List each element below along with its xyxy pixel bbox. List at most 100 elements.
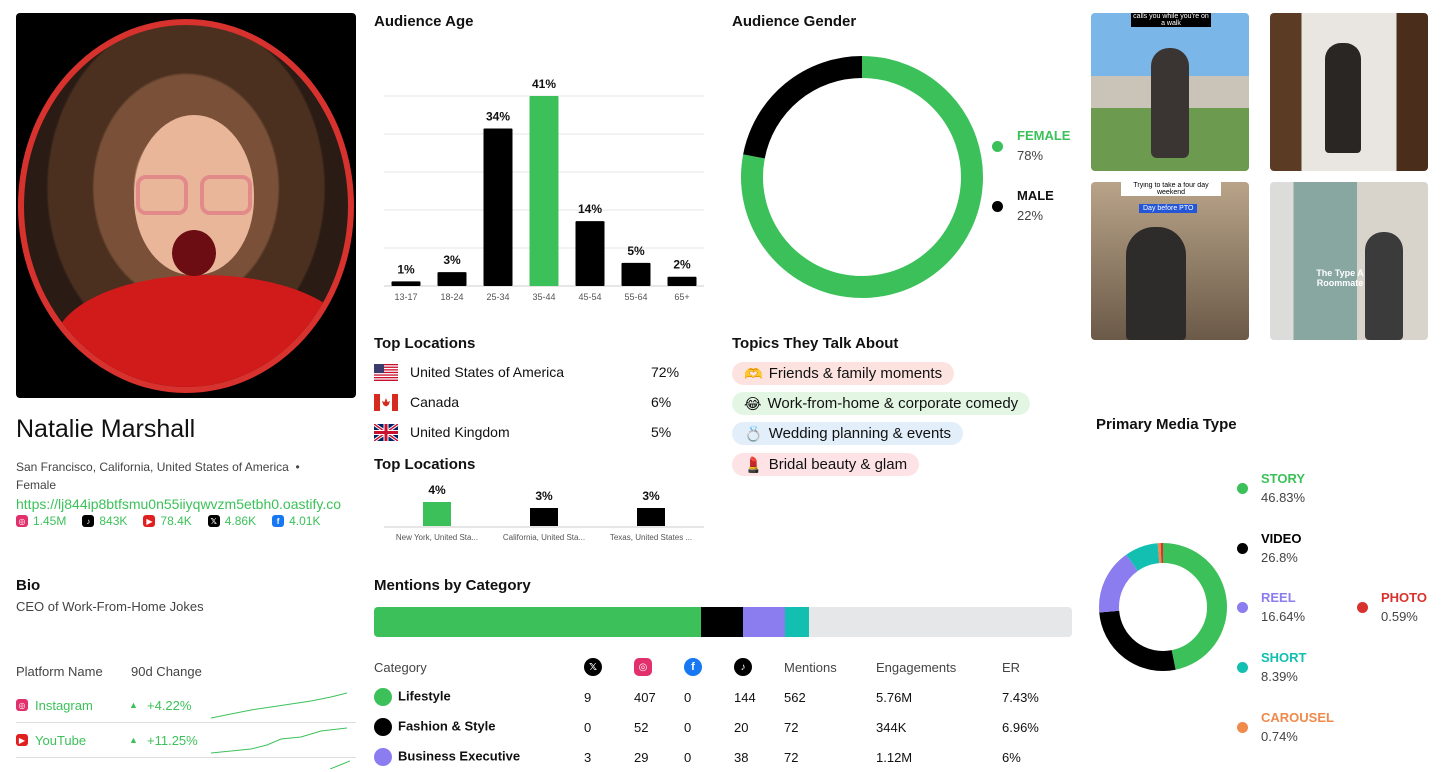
avatar-shirt	[54, 275, 354, 393]
avatar-glasses-left	[136, 175, 188, 215]
youtube-icon: ▶	[16, 734, 28, 746]
social-stat-value: 4.01K	[289, 514, 320, 528]
x-tick-label: 25-34	[486, 292, 509, 302]
age-bar	[530, 96, 559, 286]
legend-value: 16.64%	[1261, 607, 1305, 626]
profile-location: San Francisco, California, United States…	[16, 458, 346, 494]
category-dot	[374, 688, 392, 706]
age-bar	[392, 281, 421, 286]
topic-chip[interactable]: 💍Wedding planning & events	[732, 422, 963, 445]
bio-title: Bio	[16, 577, 40, 594]
age-bar	[576, 221, 605, 286]
top-locations-title: Top Locations	[374, 335, 475, 352]
legend-label: STORY	[1261, 469, 1305, 488]
donut-slice-video	[1109, 612, 1173, 661]
legend-dot	[1237, 483, 1248, 494]
table-row[interactable]: Fashion & Style 0 52 0 20 72 344K 6.96%	[374, 712, 1062, 742]
country-name: Canada	[410, 394, 651, 410]
bar-value-label: 34%	[486, 109, 510, 123]
x-tick-label: New York, United Sta...	[396, 533, 478, 542]
media-thumbnail[interactable]	[1270, 13, 1428, 171]
thumbnail-person	[1151, 48, 1189, 158]
facebook-icon: f	[272, 515, 284, 527]
bar-value-label: 41%	[532, 77, 556, 91]
category-dot	[374, 718, 392, 736]
platform-change: +4.22%	[147, 698, 211, 713]
arrow-up-icon: ▲	[129, 735, 147, 745]
legend-value: 0.74%	[1261, 727, 1334, 746]
arrow-up-icon: ▲	[129, 700, 147, 710]
fb-count: 0	[684, 712, 734, 742]
mentions-bar-segment	[701, 607, 743, 637]
thumbnail-caption: calls you while you're on a walk	[1131, 13, 1211, 27]
social-stat[interactable]: ◎1.45M	[16, 514, 66, 528]
location-separator: •	[295, 460, 299, 474]
tt-count: 20	[734, 712, 784, 742]
topic-chip[interactable]: 🫶Friends & family moments	[732, 362, 954, 385]
top-cities-title: Top Locations	[374, 456, 475, 473]
mentions-stacked-bar	[374, 607, 1072, 637]
category-name: Business Executive	[398, 748, 520, 763]
location-text: San Francisco, California, United States…	[16, 460, 289, 474]
er-value: 7.43%	[1002, 682, 1062, 712]
youtube-icon: ▶	[143, 515, 155, 527]
legend-value: 26.8%	[1261, 548, 1301, 567]
profile-link[interactable]: https://lj844ip8btfsmu0n55iiyqwvzm5etbh0…	[16, 496, 341, 512]
topics-title: Topics They Talk About	[732, 335, 898, 352]
social-stat[interactable]: ♪843K	[82, 514, 127, 528]
social-stat[interactable]: f 4.01K	[272, 514, 320, 528]
donut-slice-male	[754, 67, 862, 156]
media-thumbnail[interactable]: The Type A Roommate	[1270, 182, 1428, 340]
table-row[interactable]: Lifestyle 9 407 0 144 562 5.76M 7.43%	[374, 682, 1062, 712]
donut-slice-short	[1132, 553, 1158, 563]
topic-chip[interactable]: 💄Bridal beauty & glam	[732, 453, 919, 476]
tt-count: 144	[734, 682, 784, 712]
age-bar	[668, 277, 697, 286]
media-thumbnail[interactable]: Trying to take a four day weekend Day be…	[1091, 182, 1249, 340]
country-pct: 5%	[651, 424, 671, 440]
mentions-bar-segment	[374, 607, 701, 637]
bar-value-label: 3%	[642, 489, 660, 503]
city-bar	[530, 508, 558, 526]
instagram-icon: ◎	[16, 699, 28, 711]
legend-dot	[1237, 722, 1248, 733]
laughing-face-icon: 😂	[744, 395, 762, 413]
topic-label: Friends & family moments	[769, 365, 942, 382]
legend-dot	[1237, 543, 1248, 554]
ig-count: 29	[634, 742, 684, 772]
social-stat-value: 4.86K	[225, 514, 256, 528]
er-header: ER	[1002, 652, 1062, 682]
social-stat[interactable]: ▶78.4K	[143, 514, 191, 528]
change-header: 90d Change	[131, 664, 202, 679]
mentions-count: 72	[784, 712, 876, 742]
ig-count: 52	[634, 712, 684, 742]
table-row[interactable]: Business Executive 3 29 0 38 72 1.12M 6%	[374, 742, 1062, 772]
x-tick-label: 55-64	[624, 292, 647, 302]
platform-change: +11.25%	[147, 733, 211, 748]
trend-sparkline	[211, 725, 347, 755]
donut-slice-reel	[1109, 563, 1132, 612]
legend-value: 46.83%	[1261, 488, 1305, 507]
profile-name: Natalie Marshall	[16, 415, 195, 444]
facebook-icon: f	[684, 658, 702, 676]
legend-label: SHORT	[1261, 648, 1307, 667]
uk-flag-icon	[374, 424, 398, 441]
x-tick-label: Texas, United States ...	[610, 533, 692, 542]
platform-row-instagram[interactable]: ◎ Instagram ▲ +4.22%	[16, 688, 356, 723]
bar-value-label: 4%	[428, 483, 446, 497]
x-tick-label: California, United Sta...	[503, 533, 585, 542]
topic-chip[interactable]: 😂Work-from-home & corporate comedy	[732, 392, 1030, 415]
category-name: Lifestyle	[398, 688, 451, 703]
media-thumbnail[interactable]: calls you while you're on a walk	[1091, 13, 1249, 171]
platform-name-header: Platform Name	[16, 664, 103, 679]
platform-name: Instagram	[35, 698, 129, 713]
thumbnail-caption: Trying to take a four day weekend	[1121, 182, 1221, 196]
platform-row-youtube[interactable]: ▶ YouTube ▲ +11.25%	[16, 723, 356, 758]
legend-label: VIDEO	[1261, 529, 1301, 548]
media-type-title: Primary Media Type	[1096, 416, 1237, 433]
media-type-donut-chart	[1098, 542, 1228, 672]
